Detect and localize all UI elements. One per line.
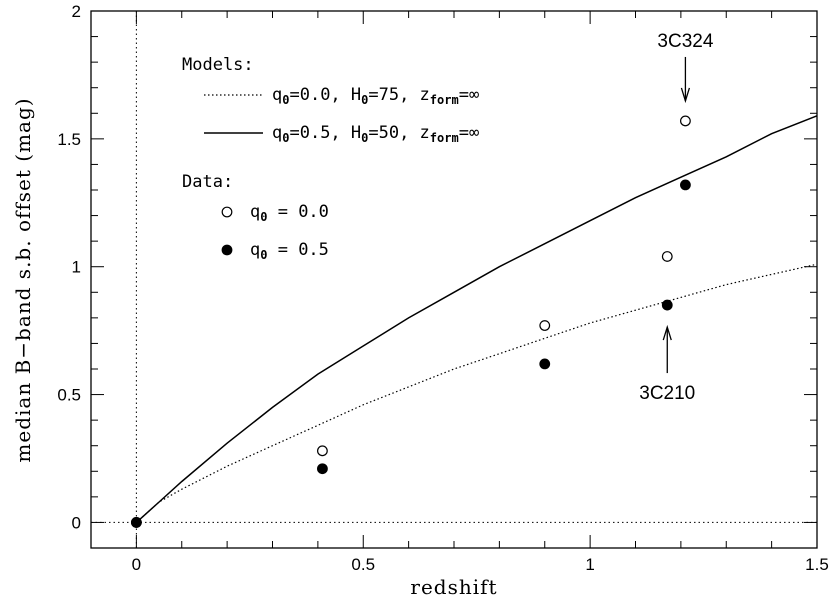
legend: Models: Data: q0=0.0, H0=75, zform=∞ q0=0.5…	[182, 55, 479, 262]
legend-data-heading: Data:	[182, 172, 233, 192]
annotation-label: 3C324	[657, 31, 713, 52]
data-point-open	[317, 445, 328, 457]
annotation-label: 3C210	[639, 383, 695, 404]
x-tick-label: 0	[132, 555, 141, 574]
data-points	[130, 115, 691, 528]
model-curve-solid	[135, 115, 818, 523]
legend-model-label: q0=0.5, H0=50, zform=∞	[272, 123, 479, 145]
data-point-open	[539, 320, 551, 331]
data-point-filled	[661, 299, 673, 311]
x-axis-label: redshift	[410, 575, 497, 599]
data-point-filled	[539, 358, 551, 370]
legend-data-label: q0 = 0.5	[250, 240, 329, 262]
y-axis-label: median B−band s.b. offset (mag)	[11, 97, 35, 462]
data-point-open	[680, 115, 691, 127]
data-point-open	[661, 251, 673, 262]
annotation-arrow-head	[662, 324, 672, 341]
y-tick-label: 2	[72, 2, 81, 21]
y-tick-label: 1	[72, 258, 81, 277]
y-tick-label: 1.5	[57, 130, 81, 149]
legend-marker-filled	[221, 244, 233, 256]
x-tick-label: 1.5	[805, 555, 829, 574]
data-point-filled	[130, 517, 142, 528]
x-tick-label: 0.5	[351, 555, 375, 574]
model-curve-dotted	[135, 263, 818, 523]
y-tick-label: 0	[72, 513, 81, 532]
axis-ticks	[90, 10, 818, 549]
data-point-filled	[680, 179, 691, 191]
annotation-arrow-head	[680, 87, 691, 104]
reference-lines	[91, 11, 817, 548]
legend-marker-open	[221, 206, 233, 218]
data-point-filled	[317, 463, 328, 475]
legend-data-label: q0 = 0.0	[250, 202, 329, 224]
annotations: 3C324 3C210	[639, 31, 714, 404]
y-tick-label: 0.5	[57, 386, 81, 405]
tick-labels: 0 0.5 1 1.5 0 0.5 1 1.5 2	[57, 2, 828, 574]
legend-models-heading: Models:	[182, 55, 254, 75]
x-tick-label: 1	[585, 555, 594, 574]
plot-frame	[90, 10, 818, 549]
legend-model-label: q0=0.0, H0=75, zform=∞	[272, 85, 479, 107]
model-curves	[135, 115, 818, 523]
